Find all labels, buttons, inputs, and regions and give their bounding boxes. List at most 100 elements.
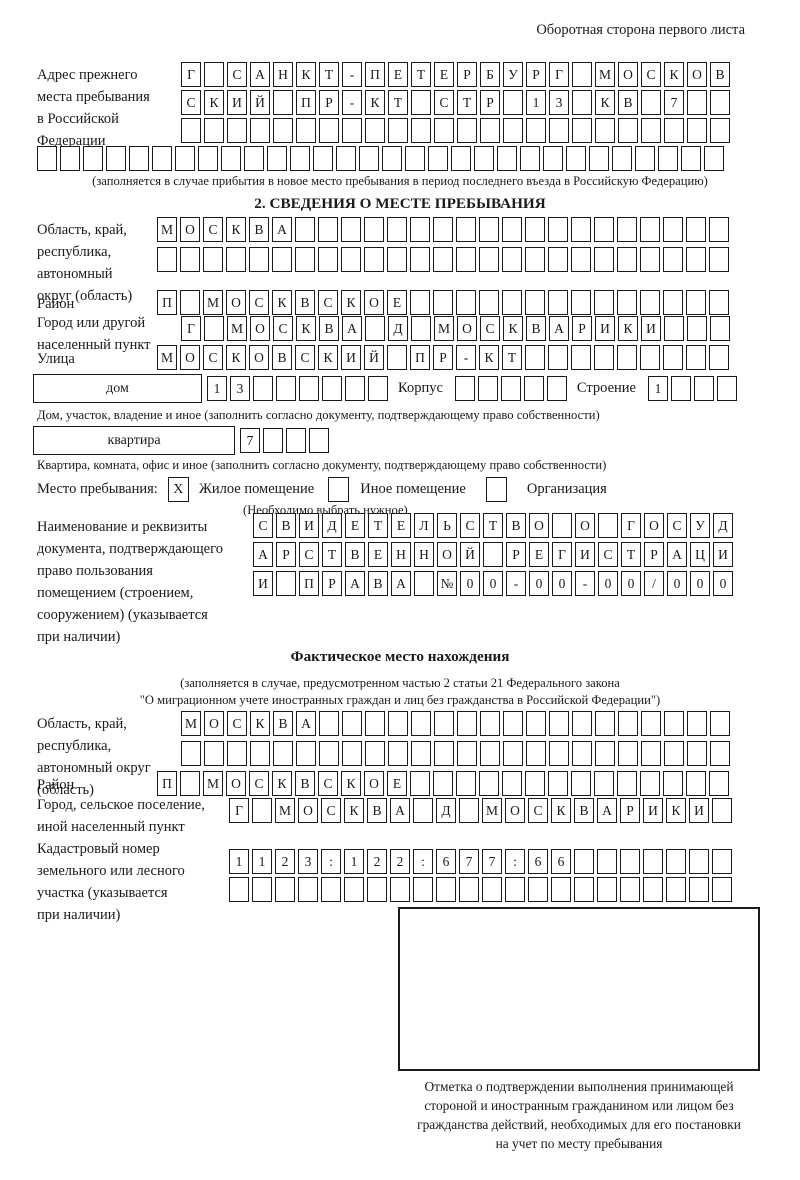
char-box[interactable]: 3 [230, 376, 250, 401]
char-box[interactable] [617, 771, 637, 796]
char-box[interactable] [503, 741, 523, 766]
char-box[interactable]: 7 [240, 428, 260, 453]
char-box[interactable] [456, 290, 476, 315]
char-box[interactable]: К [666, 798, 686, 823]
char-box[interactable]: 6 [436, 849, 456, 874]
char-box[interactable] [181, 118, 201, 143]
char-box[interactable] [572, 118, 592, 143]
char-box[interactable] [571, 345, 591, 370]
char-box[interactable]: Г [552, 542, 572, 567]
char-box[interactable] [618, 118, 638, 143]
char-box[interactable]: С [227, 711, 247, 736]
char-box[interactable]: К [341, 771, 361, 796]
char-box[interactable] [342, 711, 362, 736]
char-box[interactable] [643, 877, 663, 902]
char-box[interactable] [482, 877, 502, 902]
char-box[interactable] [710, 741, 730, 766]
char-box[interactable] [574, 877, 594, 902]
char-box[interactable] [273, 741, 293, 766]
char-box[interactable] [686, 217, 706, 242]
char-box[interactable] [548, 290, 568, 315]
char-box[interactable]: О [505, 798, 525, 823]
char-box[interactable]: Е [387, 771, 407, 796]
char-box[interactable]: В [618, 90, 638, 115]
char-box[interactable] [313, 146, 333, 171]
char-box[interactable] [157, 247, 177, 272]
char-box[interactable] [709, 247, 729, 272]
char-box[interactable]: О [298, 798, 318, 823]
char-box[interactable]: Р [457, 62, 477, 87]
char-box[interactable]: Г [181, 62, 201, 87]
char-box[interactable] [295, 247, 315, 272]
char-box[interactable]: Р [433, 345, 453, 370]
char-box[interactable] [572, 62, 592, 87]
char-box[interactable]: О [529, 513, 549, 538]
char-box[interactable]: К [226, 345, 246, 370]
char-box[interactable] [643, 849, 663, 874]
char-box[interactable] [276, 571, 296, 596]
char-box[interactable] [641, 741, 661, 766]
stay-type-checkbox-other-premises[interactable] [328, 477, 350, 502]
char-box[interactable]: К [503, 316, 523, 341]
char-box[interactable]: С [528, 798, 548, 823]
char-box[interactable]: В [506, 513, 526, 538]
char-box[interactable] [686, 290, 706, 315]
char-box[interactable]: Т [388, 90, 408, 115]
char-box[interactable] [589, 146, 609, 171]
char-box[interactable] [640, 771, 660, 796]
char-box[interactable]: К [595, 90, 615, 115]
char-box[interactable]: К [250, 711, 270, 736]
char-box[interactable]: М [157, 217, 177, 242]
char-box[interactable] [594, 345, 614, 370]
char-box[interactable] [640, 247, 660, 272]
char-box[interactable] [319, 711, 339, 736]
char-box[interactable] [390, 877, 410, 902]
char-box[interactable]: Р [319, 90, 339, 115]
char-box[interactable]: 1 [207, 376, 227, 401]
char-box[interactable] [548, 345, 568, 370]
char-box[interactable] [483, 542, 503, 567]
char-box[interactable]: И [595, 316, 615, 341]
char-box[interactable] [663, 771, 683, 796]
char-box[interactable]: М [157, 345, 177, 370]
char-box[interactable]: 1 [526, 90, 546, 115]
char-box[interactable] [286, 428, 306, 453]
char-box[interactable]: Т [319, 62, 339, 87]
char-box[interactable]: Й [460, 542, 480, 567]
char-box[interactable]: Ь [437, 513, 457, 538]
char-box[interactable] [387, 247, 407, 272]
char-box[interactable]: 7 [664, 90, 684, 115]
char-box[interactable] [525, 771, 545, 796]
char-box[interactable]: В [295, 771, 315, 796]
char-box[interactable]: И [689, 798, 709, 823]
char-box[interactable]: / [644, 571, 664, 596]
char-box[interactable] [595, 118, 615, 143]
char-box[interactable] [704, 146, 724, 171]
char-box[interactable]: К [296, 316, 316, 341]
char-box[interactable]: 3 [549, 90, 569, 115]
char-box[interactable] [712, 798, 732, 823]
char-box[interactable]: О [575, 513, 595, 538]
char-box[interactable] [594, 771, 614, 796]
char-box[interactable]: С [460, 513, 480, 538]
char-box[interactable] [571, 290, 591, 315]
char-box[interactable]: С [273, 316, 293, 341]
char-box[interactable]: А [253, 542, 273, 567]
char-box[interactable]: А [345, 571, 365, 596]
char-box[interactable] [405, 146, 425, 171]
char-box[interactable]: Т [368, 513, 388, 538]
char-box[interactable]: 0 [690, 571, 710, 596]
char-box[interactable]: 2 [390, 849, 410, 874]
char-box[interactable] [640, 290, 660, 315]
char-box[interactable]: О [364, 771, 384, 796]
char-box[interactable] [413, 877, 433, 902]
char-box[interactable]: О [180, 217, 200, 242]
char-box[interactable] [502, 247, 522, 272]
char-box[interactable]: С [434, 90, 454, 115]
char-box[interactable] [296, 741, 316, 766]
char-box[interactable]: С [598, 542, 618, 567]
char-box[interactable] [618, 711, 638, 736]
char-box[interactable]: О [180, 345, 200, 370]
char-box[interactable]: 0 [552, 571, 572, 596]
char-box[interactable] [365, 741, 385, 766]
